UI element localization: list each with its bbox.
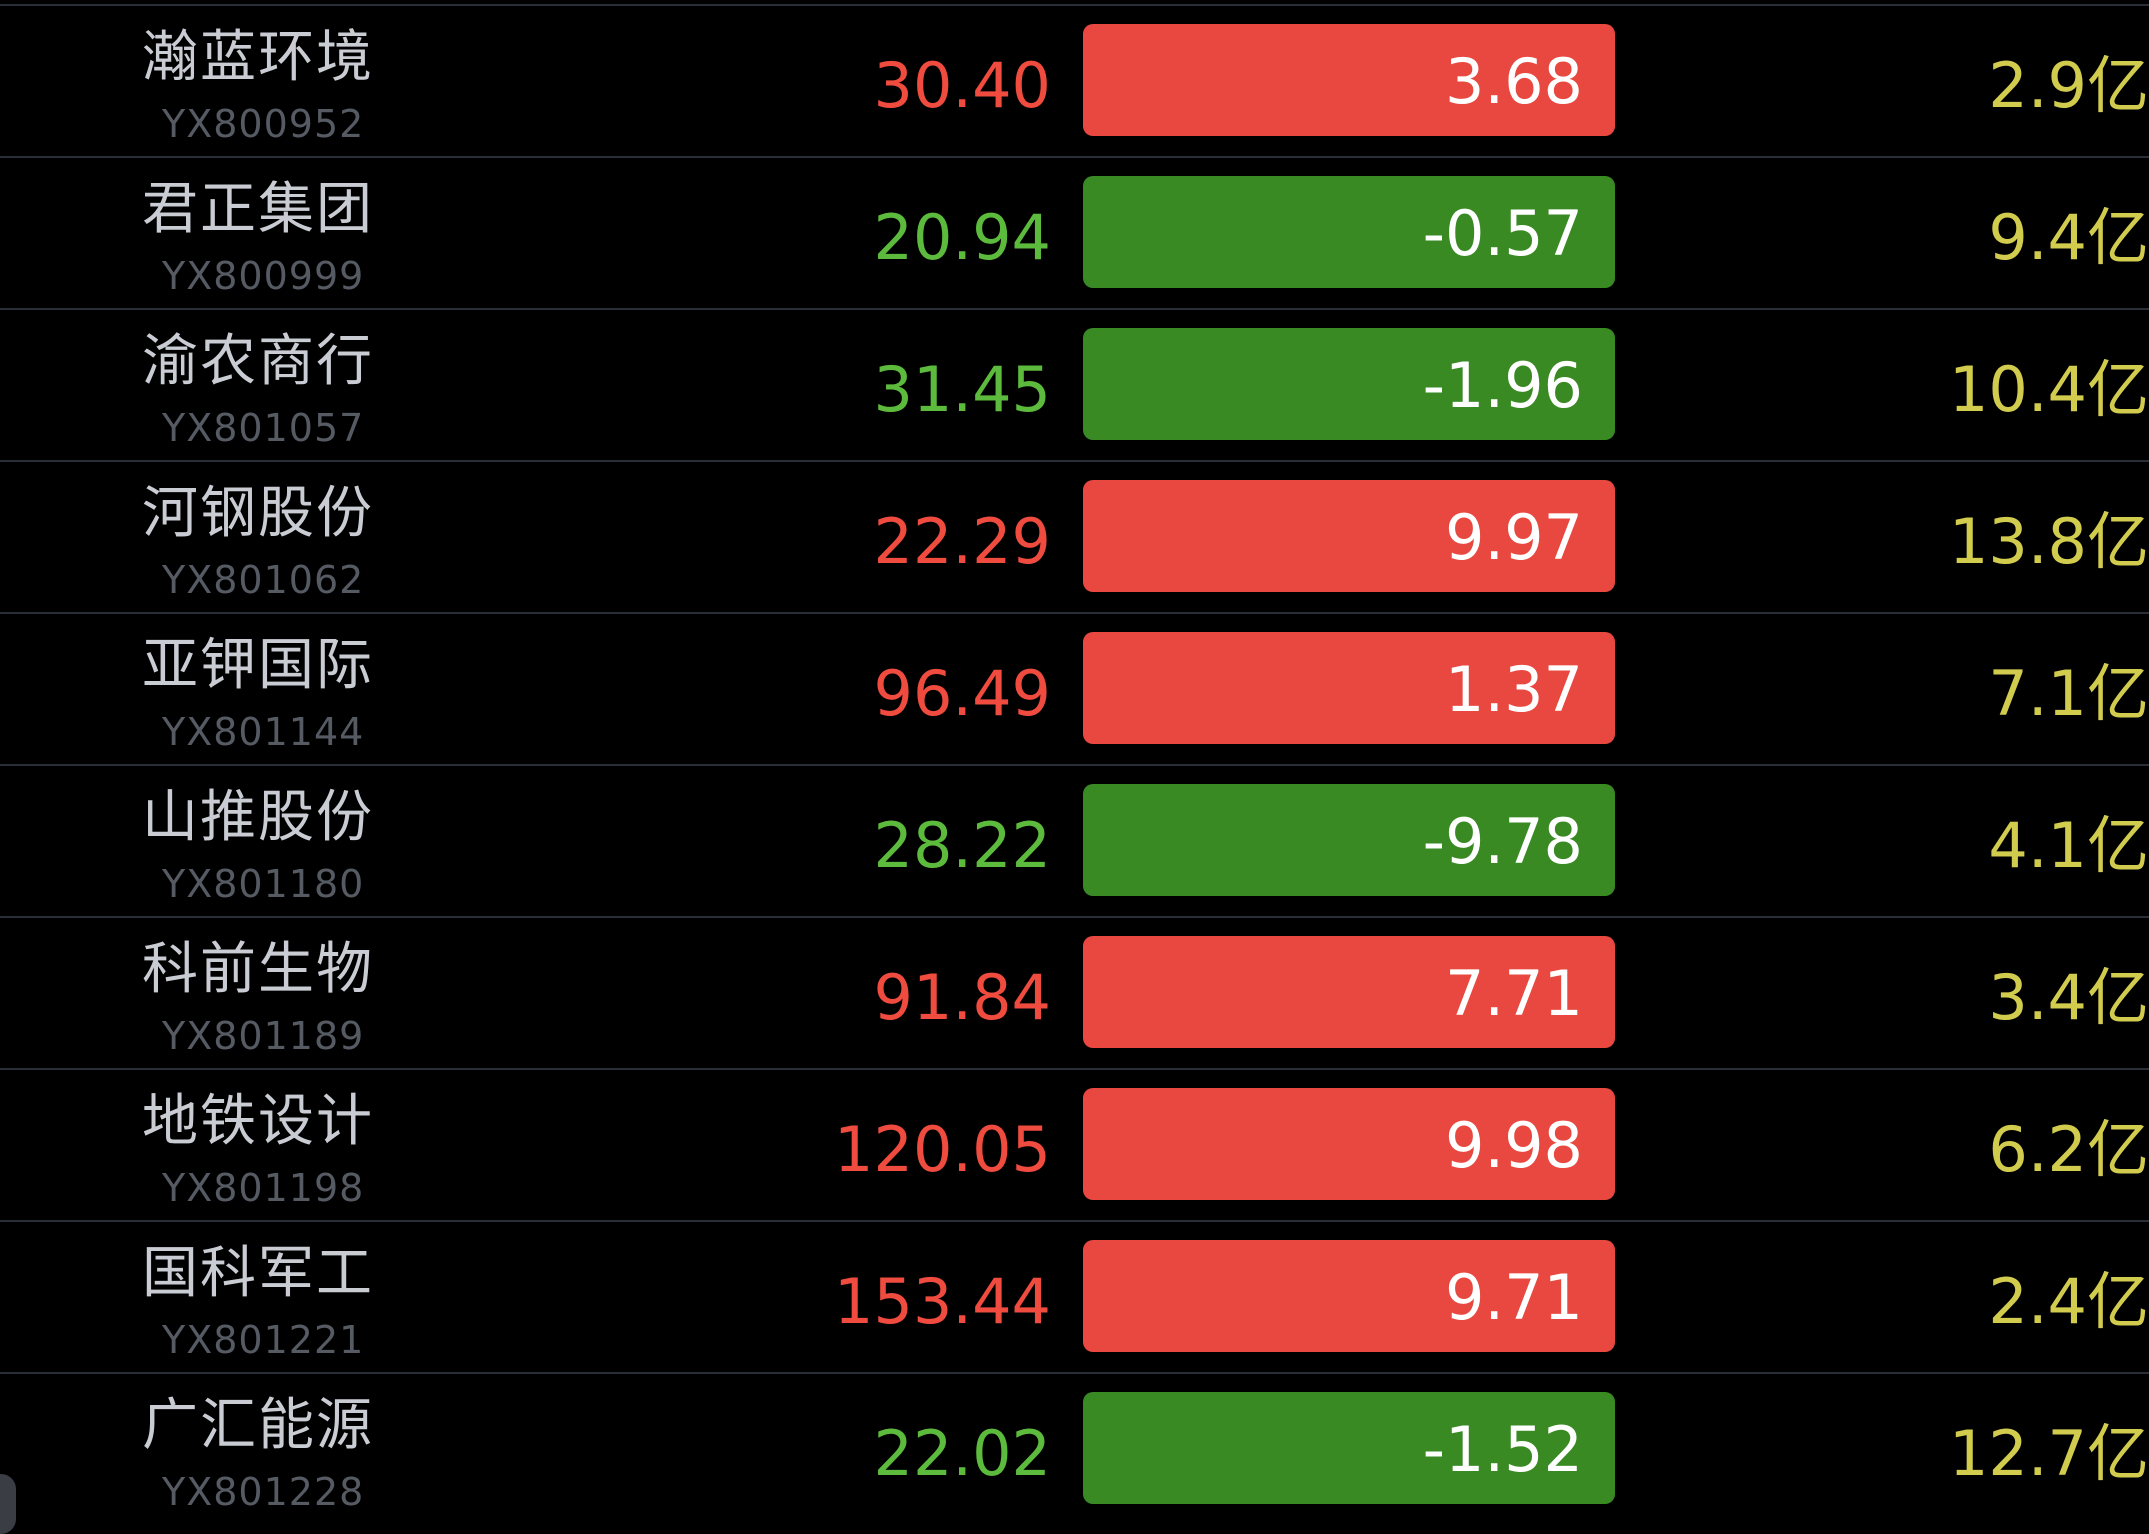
scroll-handle[interactable] — [0, 1474, 16, 1534]
change-badge[interactable]: -1.96 — [1083, 328, 1615, 440]
stock-price: 96.49 — [873, 657, 1052, 730]
stock-price: 120.05 — [834, 1113, 1051, 1186]
change-badge[interactable]: 9.71 — [1083, 1240, 1615, 1352]
stock-name: 亚钾国际 — [142, 633, 374, 698]
stock-row[interactable]: 国科军工 YX801221 153.44 9.71 2.4亿 — [0, 1222, 2149, 1374]
change-value: 7.71 — [1444, 957, 1583, 1030]
change-badge[interactable]: 7.71 — [1083, 936, 1615, 1048]
change-badge[interactable]: -0.57 — [1083, 176, 1615, 288]
stock-price: 28.22 — [873, 809, 1052, 882]
stock-code: YX800999 — [162, 254, 365, 298]
change-badge[interactable]: 3.68 — [1083, 24, 1615, 136]
stock-code: YX800952 — [162, 102, 365, 146]
stock-row[interactable]: 山推股份 YX801180 28.22 -9.78 4.1亿 — [0, 766, 2149, 918]
stock-row[interactable]: 广汇能源 YX801228 22.02 -1.52 12.7亿 — [0, 1374, 2149, 1526]
stock-code: YX801180 — [162, 862, 365, 906]
stock-price: 22.29 — [873, 505, 1052, 578]
stock-name: 瀚蓝环境 — [142, 25, 374, 90]
market-cap: 6.2亿 — [1988, 1113, 2149, 1186]
stock-row[interactable]: 科前生物 YX801189 91.84 7.71 3.4亿 — [0, 918, 2149, 1070]
stock-code: YX801189 — [162, 1014, 365, 1058]
stock-code: YX801057 — [162, 406, 365, 450]
stock-name: 广汇能源 — [142, 1393, 374, 1458]
stock-row[interactable]: 瀚蓝环境 YX800952 30.40 3.68 2.9亿 — [0, 6, 2149, 158]
change-badge[interactable]: 9.98 — [1083, 1088, 1615, 1200]
market-cap: 7.1亿 — [1988, 657, 2149, 730]
stock-price: 30.40 — [873, 49, 1052, 122]
market-cap: 3.4亿 — [1988, 961, 2149, 1034]
stock-row[interactable]: 地铁设计 YX801198 120.05 9.98 6.2亿 — [0, 1070, 2149, 1222]
stock-code: YX801198 — [162, 1166, 365, 1210]
change-value: -9.78 — [1422, 805, 1583, 878]
stock-name: 河钢股份 — [142, 481, 374, 546]
stock-price: 153.44 — [834, 1265, 1051, 1338]
stock-name: 君正集团 — [142, 177, 374, 242]
change-value: -1.96 — [1422, 349, 1583, 422]
stock-code: YX801062 — [162, 558, 365, 602]
stock-code: YX801221 — [162, 1318, 365, 1362]
market-cap: 9.4亿 — [1988, 201, 2149, 274]
market-cap: 2.4亿 — [1988, 1265, 2149, 1338]
market-cap: 12.7亿 — [1948, 1417, 2149, 1490]
stock-price: 31.45 — [873, 353, 1052, 426]
stock-name: 地铁设计 — [142, 1089, 374, 1154]
stock-code: YX801228 — [162, 1470, 365, 1514]
stock-price: 20.94 — [873, 201, 1052, 274]
stock-name: 渝农商行 — [142, 329, 374, 394]
change-value: 1.37 — [1444, 653, 1583, 726]
change-badge[interactable]: -9.78 — [1083, 784, 1615, 896]
change-value: 9.97 — [1444, 501, 1583, 574]
market-cap: 2.9亿 — [1988, 49, 2149, 122]
change-value: 9.98 — [1444, 1109, 1583, 1182]
change-badge[interactable]: 1.37 — [1083, 632, 1615, 744]
stock-list: 瀚蓝环境 YX800952 30.40 3.68 2.9亿 君正集团 YX800… — [0, 6, 2149, 1526]
stock-name: 山推股份 — [142, 785, 374, 850]
market-cap: 4.1亿 — [1988, 809, 2149, 882]
market-cap: 10.4亿 — [1948, 353, 2149, 426]
market-cap: 13.8亿 — [1948, 505, 2149, 578]
stock-name: 科前生物 — [142, 937, 374, 1002]
stock-row[interactable]: 亚钾国际 YX801144 96.49 1.37 7.1亿 — [0, 614, 2149, 766]
stock-code: YX801144 — [162, 710, 365, 754]
stock-row[interactable]: 君正集团 YX800999 20.94 -0.57 9.4亿 — [0, 158, 2149, 310]
change-badge[interactable]: -1.52 — [1083, 1392, 1615, 1504]
stock-row[interactable]: 渝农商行 YX801057 31.45 -1.96 10.4亿 — [0, 310, 2149, 462]
change-value: -0.57 — [1422, 197, 1583, 270]
stock-price: 91.84 — [873, 961, 1052, 1034]
change-value: 3.68 — [1444, 45, 1583, 118]
stock-row[interactable]: 河钢股份 YX801062 22.29 9.97 13.8亿 — [0, 462, 2149, 614]
top-divider — [0, 4, 2149, 6]
change-value: 9.71 — [1444, 1261, 1583, 1334]
stock-price: 22.02 — [873, 1417, 1052, 1490]
change-badge[interactable]: 9.97 — [1083, 480, 1615, 592]
stock-name: 国科军工 — [142, 1241, 374, 1306]
change-value: -1.52 — [1422, 1413, 1583, 1486]
